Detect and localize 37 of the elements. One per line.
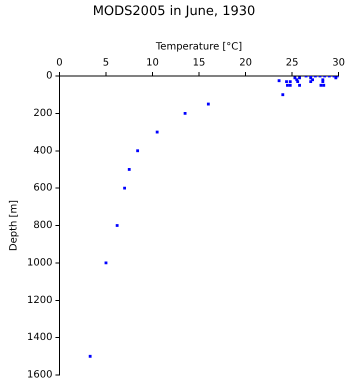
x-tick-label: 5 (102, 58, 110, 69)
x-axis-title: Temperature [°C] (154, 42, 242, 53)
y-tick-label: 1000 (26, 257, 52, 268)
y-tick-label: 1600 (26, 370, 52, 381)
x-tick-label: 30 (332, 58, 346, 69)
point (184, 112, 186, 115)
point (278, 79, 280, 82)
y-tick-label: 400 (33, 145, 52, 156)
y-axis-title: Depth [m] (8, 200, 20, 252)
point (156, 130, 159, 134)
y-tick-label: 800 (33, 220, 52, 232)
x-tick-label: 20 (239, 58, 252, 69)
point (206, 102, 210, 106)
point (320, 84, 322, 87)
y-tick-label: 600 (33, 182, 52, 194)
point (88, 354, 92, 358)
point (116, 224, 119, 227)
point (298, 84, 301, 87)
y-tick-label: 1200 (26, 294, 52, 306)
point (123, 186, 126, 190)
point (288, 84, 292, 87)
y-tick-label: 200 (33, 108, 52, 119)
point (322, 84, 326, 87)
point (285, 80, 288, 84)
x-tick-label: 15 (192, 58, 206, 69)
chart-title: MODS2005 in June, 1930 (92, 3, 256, 21)
point (104, 261, 108, 264)
x-tick-label: 25 (286, 58, 298, 69)
point (128, 168, 131, 171)
x-tick-label: 0 (56, 58, 63, 69)
point (298, 76, 301, 80)
point (136, 149, 140, 152)
point (286, 84, 289, 87)
x-tick-label: 10 (146, 58, 159, 69)
y-tick-label: 0 (46, 70, 52, 82)
y-tick-label: 1400 (26, 332, 52, 344)
point (288, 80, 292, 84)
